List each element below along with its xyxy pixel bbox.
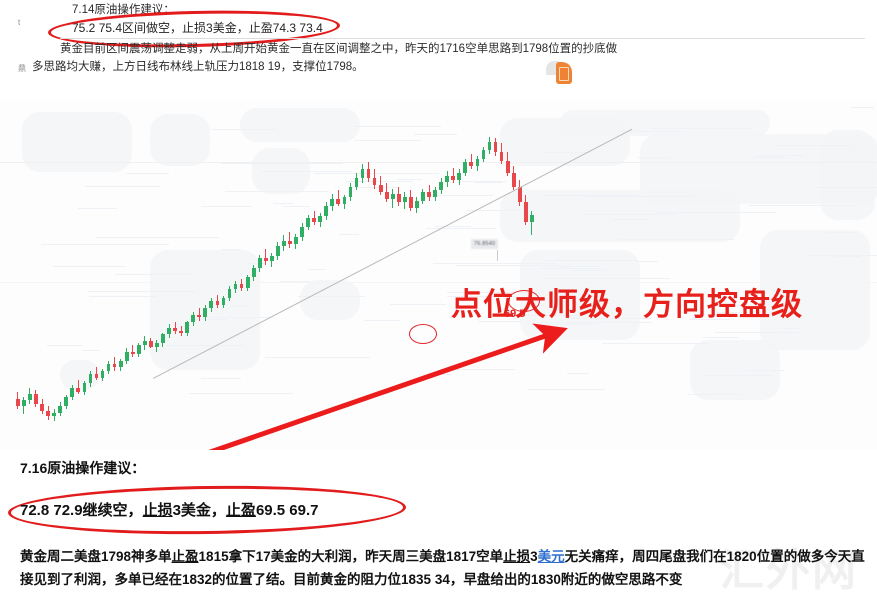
para-part-3: 3 (530, 549, 538, 564)
advice-stoploss-label: 止损 (143, 502, 173, 519)
red-circle-mid (409, 324, 437, 344)
top-paragraph-line-2: 多思路均大赚，上方日线布林线上轨压力1818 19，支撑位1798。 (32, 60, 364, 75)
margin-mark-bottom: 鼎 (18, 63, 25, 74)
para-stoploss-label: 止损 (503, 549, 530, 564)
para-part-2: 1815拿下17美金的大利润，昨天周三美盘1817空单 (199, 549, 504, 564)
advice-post: 69.5 69.7 (256, 502, 319, 519)
top-paragraph-line-1: 黄金目前区间震荡调整走弱，从上周开始黄金一直在区间调整之中，昨天的1716空单思… (60, 42, 617, 57)
orange-app-icon (556, 62, 572, 84)
bottom-section-title: 7.16原油操作建议： (20, 458, 145, 478)
bottom-trade-advice: 72.8 72.9继续空，止损3美金，止盈69.5 69.7 (20, 499, 319, 520)
peak-price-tag: 76.8540 (471, 239, 498, 249)
advice-pre: 72.8 72.9继续空， (20, 502, 143, 519)
top-document-block: t 鼎 7.14原油操作建议： 75.2 75.4区间做空，止损3美金，止盈74… (0, 0, 877, 100)
site-watermark: 汇外网 (720, 534, 858, 598)
advice-mid: 3美金， (173, 502, 226, 519)
usd-link[interactable]: 美元 (538, 549, 565, 564)
candlestick-chart: 76.8540 60.8360 69.5 (0, 100, 877, 450)
gridline-upper (0, 162, 877, 163)
margin-mark-top: t (18, 18, 19, 27)
para-takeprofit-label: 止盈 (172, 549, 199, 564)
advice-takeprofit-label: 止盈 (226, 502, 256, 519)
horizontal-divider (60, 38, 865, 39)
red-headline-text: 点位大师级，方向控盘级 (451, 279, 803, 324)
peak-tick (497, 250, 498, 261)
para-part-1: 黄金周二美盘1798神多单 (20, 549, 172, 564)
